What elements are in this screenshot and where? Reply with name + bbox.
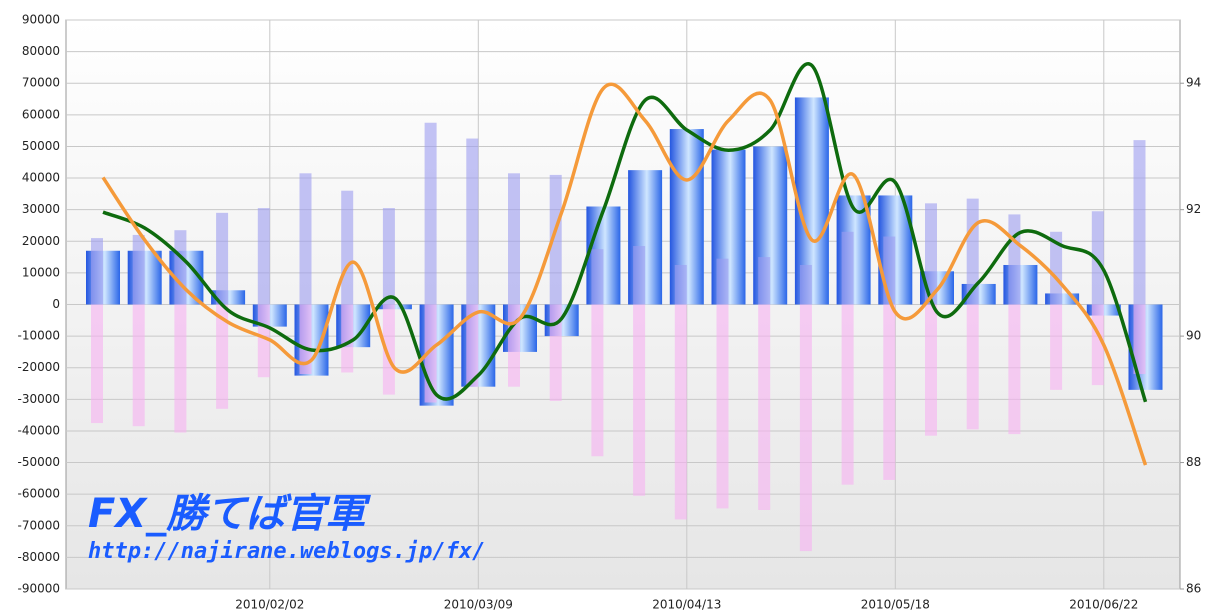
position-bar: [466, 304, 479, 387]
y-tick-label: 20000: [22, 234, 60, 248]
y-tick-label: -10000: [17, 329, 60, 343]
position-bar: [966, 304, 979, 430]
position-bar: [257, 208, 270, 305]
y2-tick-label: 90: [1186, 329, 1201, 343]
position-bar: [925, 203, 937, 305]
position-bar: [925, 304, 937, 436]
position-bar: [508, 173, 520, 305]
y-tick-label: -20000: [17, 360, 60, 374]
position-bar: [591, 304, 604, 457]
position-bar: [424, 122, 437, 305]
position-bar: [1008, 214, 1021, 305]
position-bar: [758, 304, 771, 510]
position-bar: [91, 304, 103, 424]
line-series: [102, 62, 1148, 403]
x-tick-label: 2010/05/18: [861, 598, 930, 612]
position-bar: [799, 304, 812, 552]
position-bar: [1133, 140, 1146, 305]
y-tick-label: 70000: [22, 76, 60, 90]
position-bar: [841, 231, 854, 305]
position-bar: [799, 264, 812, 305]
y-tick-label: -60000: [17, 487, 60, 501]
y-tick-label: 40000: [22, 171, 60, 185]
y-tick-label: -90000: [17, 582, 60, 596]
y2-tick-label: 88: [1186, 455, 1201, 469]
position-bar: [549, 304, 562, 401]
position-bar: [216, 304, 229, 409]
position-bar: [1050, 231, 1063, 305]
position-bar: [1008, 304, 1021, 435]
position-bar: [91, 238, 103, 305]
position-bar: [1133, 304, 1146, 375]
y-tick-label: -40000: [17, 423, 60, 437]
y2-tick-label: 94: [1186, 76, 1201, 90]
position-bar: [382, 304, 395, 395]
x-tick-label: 2010/06/22: [1069, 598, 1138, 612]
position-bar: [758, 257, 771, 305]
y-tick-label: 80000: [22, 44, 60, 58]
y-tick-label: 50000: [22, 139, 60, 153]
x-tick-label: 2010/04/13: [652, 598, 721, 612]
position-bar: [508, 304, 520, 387]
y2-tick-label: 86: [1186, 582, 1201, 596]
position-bar: [841, 304, 854, 485]
position-bar: [174, 230, 187, 305]
position-bar: [633, 246, 646, 305]
watermark-url: http://najirane.weblogs.jp/fx/: [88, 539, 485, 564]
y-tick-label: 60000: [22, 107, 60, 121]
y-tick-label: -80000: [17, 550, 60, 564]
position-bar: [299, 304, 312, 375]
y-tick-label: 30000: [22, 202, 60, 216]
y-tick-label: -30000: [17, 392, 60, 406]
position-bar: [174, 304, 187, 433]
position-bar: [216, 212, 229, 305]
position-bar: [674, 264, 687, 305]
y-tick-label: 0: [52, 297, 60, 311]
position-bar: [341, 304, 354, 373]
position-bar: [633, 304, 646, 496]
position-bar: [299, 173, 312, 305]
position-bar: [1091, 211, 1104, 305]
x-tick-label: 2010/03/09: [444, 598, 513, 612]
line-series: [101, 82, 1148, 466]
position-bar: [466, 138, 479, 305]
y-tick-label: -70000: [17, 518, 60, 532]
y-tick-label: -50000: [17, 455, 60, 469]
position-bar: [341, 190, 354, 305]
y-tick-label: 10000: [22, 265, 60, 279]
y-tick-label: 90000: [22, 13, 60, 27]
watermark: FX_勝てば官軍: [88, 491, 371, 537]
position-bar: [716, 258, 729, 305]
x-tick-label: 2010/02/02: [235, 598, 304, 612]
position-bar: [382, 208, 395, 305]
position-bar: [1050, 304, 1063, 390]
position-bar: [132, 304, 145, 427]
position-bar: [591, 249, 604, 305]
position-bar: [132, 234, 145, 305]
position-bar: [674, 304, 687, 520]
position-bar: [549, 174, 562, 305]
position-bar: [883, 304, 896, 480]
y2-tick-label: 92: [1186, 202, 1201, 216]
position-bar: [716, 304, 729, 509]
